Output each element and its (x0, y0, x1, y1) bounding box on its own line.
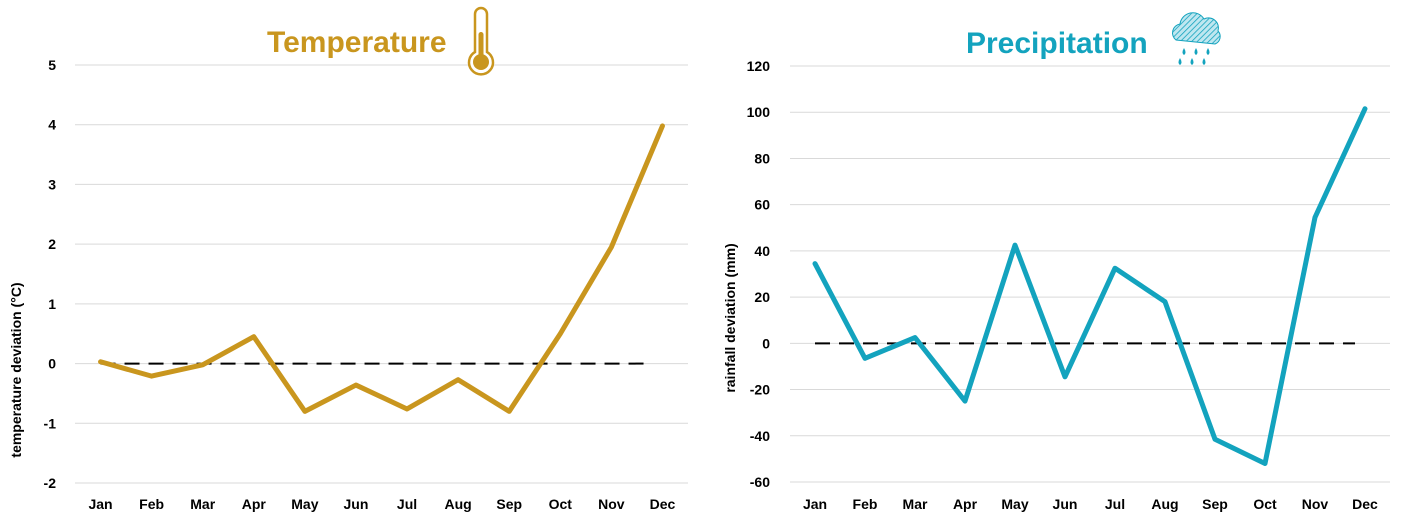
x-tick-label: Mar (190, 496, 215, 512)
x-tick-label: Jun (344, 496, 369, 512)
y-tick-label: 3 (48, 176, 56, 192)
precipitation-chart-svg: -60 -40 -20 0 20 40 60 80 100 120 Jan Feb Mar Apr May… (722, 12, 1390, 512)
y-tick-label: 20 (754, 289, 770, 305)
x-tick-label: Apr (953, 496, 978, 512)
rain-cloud-icon (1172, 12, 1221, 65)
x-tick-label: Jan (803, 496, 827, 512)
x-tick-label: May (1001, 496, 1028, 512)
x-tick-label: Aug (1151, 496, 1178, 512)
y-tick-label: 0 (48, 356, 56, 372)
y-tick-label: 5 (48, 57, 56, 73)
precipitation-chart: -60 -40 -20 0 20 40 60 80 100 120 Jan Feb Mar Apr May… (704, 0, 1408, 513)
y-tick-label: -1 (44, 415, 57, 431)
x-tick-label: Oct (549, 496, 573, 512)
thermometer-icon (467, 6, 495, 76)
x-tick-label: Aug (445, 496, 472, 512)
x-tick-label: Feb (139, 496, 164, 512)
temperature-series-line (98, 123, 665, 414)
x-tick-label: Nov (1302, 496, 1329, 512)
y-tick-label: 2 (48, 236, 56, 252)
x-tick-label: Sep (1202, 496, 1228, 512)
chart-title: Precipitation (966, 27, 1148, 60)
y-tick-label: 80 (754, 150, 770, 166)
x-tick-label: Feb (853, 496, 878, 512)
y-axis-label: rainfall deviation (mm) (722, 243, 738, 392)
x-tick-label: Dec (1352, 496, 1378, 512)
y-tick-label: 100 (747, 104, 771, 120)
x-tick-label: Sep (496, 496, 522, 512)
y-axis-label: temperature deviation (°C) (8, 282, 24, 457)
y-tick-label: 0 (762, 335, 770, 351)
y-tick-label: -20 (750, 382, 770, 398)
x-tick-label: Jan (88, 496, 112, 512)
x-tick-label: May (291, 496, 318, 512)
temperature-chart: -2 -1 0 1 2 3 4 5 Jan Feb Mar Apr May Jun Jul Aug Sep Oc… (0, 0, 700, 513)
y-tick-label: -40 (750, 428, 770, 444)
x-tick-label: Nov (598, 496, 625, 512)
precipitation-series-line (812, 106, 1368, 467)
y-tick-label: 1 (48, 296, 56, 312)
y-tick-label: 4 (48, 117, 56, 133)
y-tick-label: 120 (747, 58, 771, 74)
x-tick-label: Oct (1253, 496, 1277, 512)
x-tick-label: Dec (650, 496, 676, 512)
x-tick-label: Jul (397, 496, 417, 512)
y-tick-label: 60 (754, 197, 770, 213)
x-tick-label: Apr (242, 496, 267, 512)
x-tick-label: Jul (1105, 496, 1125, 512)
y-tick-label: -60 (750, 474, 770, 490)
y-tick-label: 40 (754, 243, 770, 259)
x-tick-label: Mar (903, 496, 928, 512)
x-tick-label: Jun (1053, 496, 1078, 512)
temperature-chart-svg: -2 -1 0 1 2 3 4 5 Jan Feb Mar Apr May Jun Jul Aug Sep Oc… (8, 6, 688, 512)
y-tick-label: -2 (44, 475, 57, 491)
chart-title: Temperature (267, 26, 447, 59)
